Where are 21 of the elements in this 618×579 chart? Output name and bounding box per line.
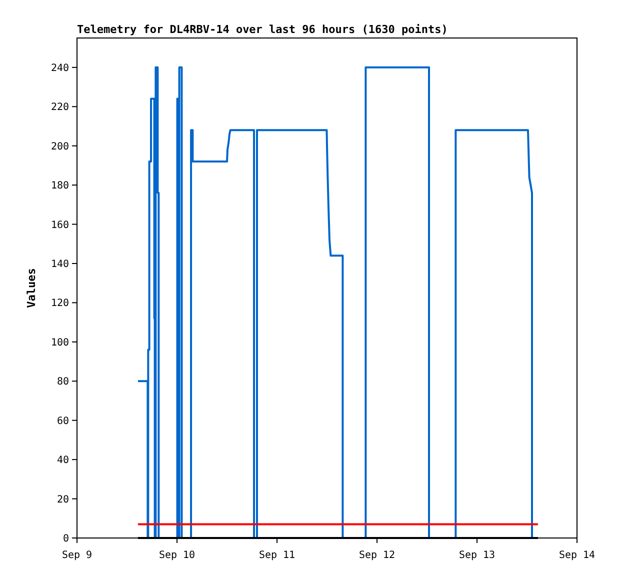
y-tick-label: 80 xyxy=(56,376,69,388)
x-tick-label: Sep 10 xyxy=(158,550,196,561)
y-tick-label: 40 xyxy=(56,455,69,466)
chart-title: Telemetry for DL4RBV-14 over last 96 hours (1630 points) xyxy=(77,23,448,36)
y-tick-label: 60 xyxy=(56,416,69,427)
x-tick-label: Sep 11 xyxy=(258,550,296,561)
x-tick-label: Sep 9 xyxy=(62,550,92,561)
y-tick-label: 0 xyxy=(62,534,69,544)
y-tick-label: 160 xyxy=(50,220,69,231)
y-axis-title: Values xyxy=(25,268,38,308)
x-tick-label: Sep 14 xyxy=(558,550,596,561)
y-tick-label: 20 xyxy=(56,494,69,506)
x-tick-label: Sep 13 xyxy=(458,550,496,561)
y-tick-label: 140 xyxy=(50,258,69,270)
y-tick-label: 240 xyxy=(50,62,69,74)
x-tick-label: Sep 12 xyxy=(358,550,396,561)
y-tick-label: 220 xyxy=(50,102,69,114)
y-tick-label: 200 xyxy=(50,141,69,152)
y-tick-label: 100 xyxy=(50,337,69,348)
y-tick-label: 180 xyxy=(50,180,69,192)
y-tick-label: 120 xyxy=(50,298,69,310)
